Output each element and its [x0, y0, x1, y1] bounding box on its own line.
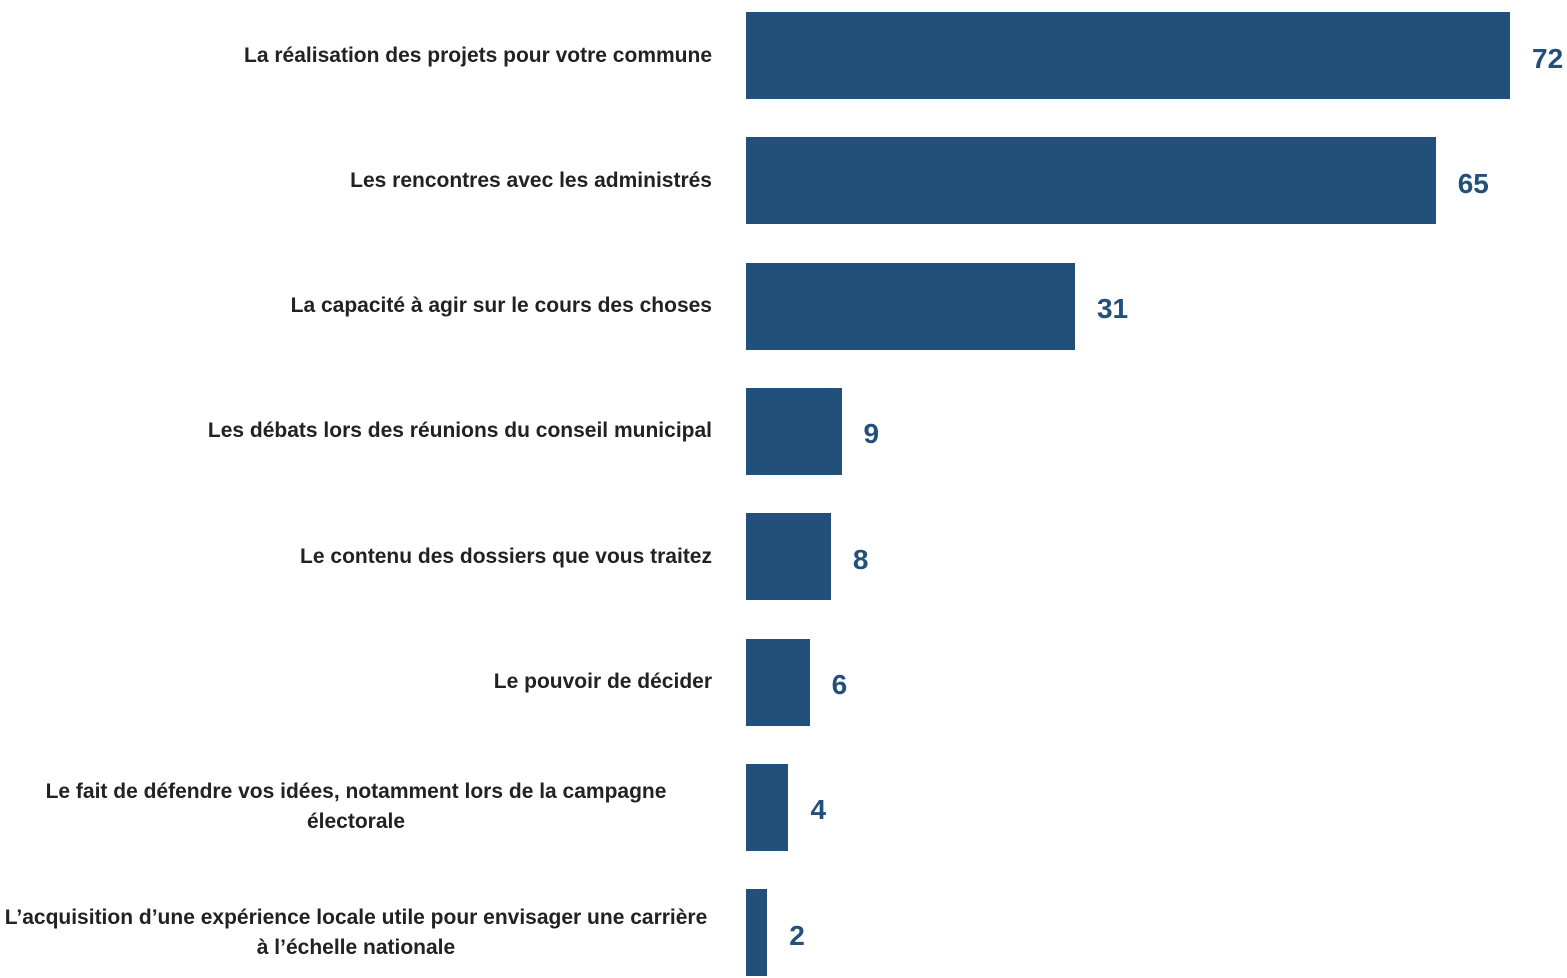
bar	[746, 638, 810, 726]
category-label: Les rencontres avec les administrés	[350, 168, 712, 192]
category-label: Le pouvoir de décider	[493, 670, 712, 693]
category-label: Le contenu des dossiers que vous traitez	[300, 544, 712, 568]
category-label-box: Le pouvoir de décider	[0, 637, 712, 727]
bar	[746, 763, 789, 851]
category-label-box: Le contenu des dossiers que vous traitez	[0, 512, 712, 602]
category-label-box: Le fait de défendre vos idées, notamment…	[0, 762, 712, 852]
category-label-box: L’acquisition d’une expérience locale ut…	[0, 888, 712, 978]
category-label: La réalisation des projets pour votre co…	[244, 43, 712, 67]
bar	[746, 262, 1075, 350]
value-label: 9	[863, 418, 880, 450]
category-label-box: La réalisation des projets pour votre co…	[0, 11, 712, 101]
value-label: 2	[789, 919, 805, 951]
bar	[746, 137, 1436, 225]
bar	[746, 387, 842, 475]
category-label-box: La capacité à agir sur le cours des chos…	[0, 261, 712, 351]
value-label: 4	[810, 794, 827, 826]
value-label: 72	[1532, 42, 1564, 74]
value-label: 8	[852, 543, 869, 575]
category-label-box: Les débats lors des réunions du conseil …	[0, 386, 712, 476]
bar	[746, 513, 831, 601]
category-label: Les débats lors des réunions du conseil …	[207, 419, 712, 443]
bar	[746, 889, 768, 977]
value-label: 6	[831, 669, 848, 700]
value-label: 65	[1457, 167, 1489, 199]
category-label-box: Les rencontres avec les administrés	[0, 136, 712, 226]
category-label: L’acquisition d’une expérience locale ut…	[4, 905, 708, 959]
category-label: La capacité à agir sur le cours des chos…	[290, 294, 712, 318]
value-label: 31	[1096, 293, 1129, 325]
bar	[746, 12, 1510, 99]
category-label: Le fait de défendre vos idées, notamment…	[45, 780, 667, 834]
